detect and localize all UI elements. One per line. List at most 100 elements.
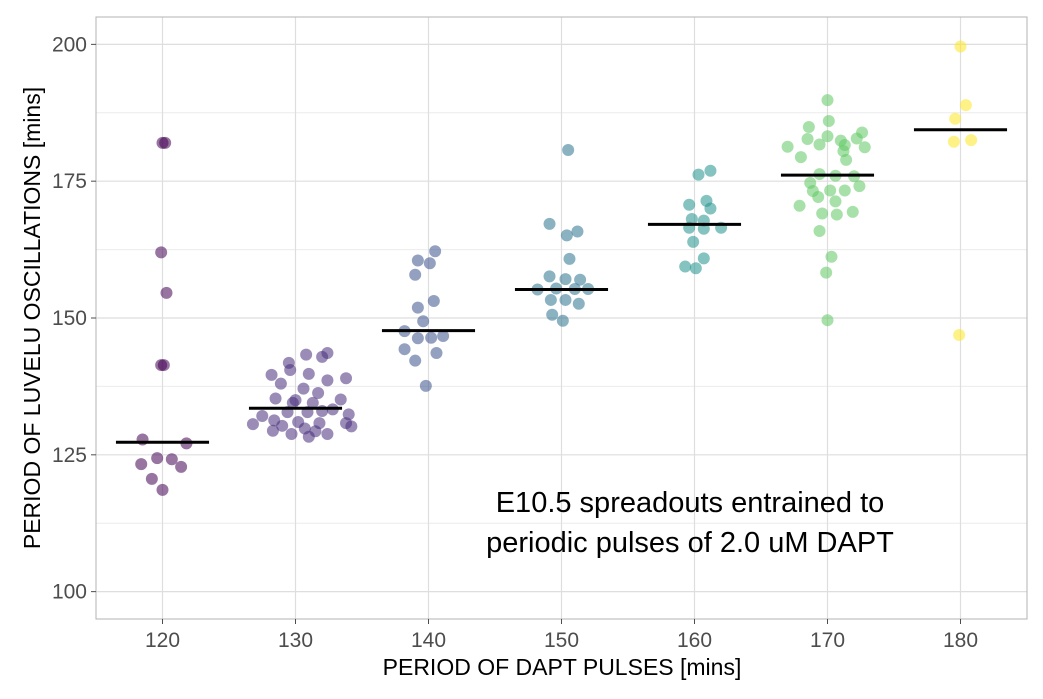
data-point — [689, 262, 702, 275]
x-tick-labels: 120 130 140 150 160 170 180 — [145, 619, 978, 652]
data-point — [850, 132, 863, 145]
data-point — [959, 99, 972, 112]
data-point — [276, 419, 289, 432]
data-point — [302, 430, 315, 443]
data-point — [801, 133, 814, 146]
data-point — [411, 301, 424, 314]
data-point — [151, 452, 164, 465]
data-point — [265, 368, 278, 381]
x-tick-label: 180 — [943, 629, 978, 652]
data-point — [427, 295, 440, 308]
data-point — [306, 396, 319, 409]
data-point — [135, 458, 148, 471]
data-point — [563, 252, 576, 265]
data-point — [429, 245, 442, 258]
data-point — [543, 217, 556, 230]
data-point — [692, 168, 705, 181]
data-point — [266, 424, 279, 437]
data-point — [411, 332, 424, 345]
data-point — [256, 409, 269, 422]
data-point — [813, 138, 826, 151]
data-point — [155, 246, 168, 259]
data-point — [165, 453, 178, 466]
data-point — [571, 225, 584, 238]
x-tick-label: 140 — [411, 629, 446, 652]
x-tick-label: 150 — [544, 629, 579, 652]
data-point — [813, 224, 826, 237]
data-point — [423, 257, 436, 270]
data-point — [340, 372, 353, 385]
data-point — [838, 184, 851, 197]
data-point — [793, 199, 806, 212]
data-point — [947, 135, 960, 148]
data-point — [285, 428, 298, 441]
data-point — [430, 347, 443, 360]
data-point — [274, 377, 287, 390]
data-point — [846, 205, 859, 218]
y-tick-label: 150 — [52, 307, 87, 330]
data-point — [160, 286, 173, 299]
data-point — [302, 367, 315, 380]
y-tick-label: 175 — [52, 170, 87, 193]
data-point — [953, 328, 966, 341]
data-point — [812, 191, 825, 204]
data-point — [543, 270, 556, 283]
data-point — [321, 428, 334, 441]
data-point — [794, 151, 807, 164]
data-point — [321, 374, 334, 387]
data-point — [954, 40, 967, 53]
x-tick-label: 120 — [145, 629, 180, 652]
data-point — [300, 348, 313, 361]
data-point — [821, 130, 834, 143]
data-point — [704, 164, 717, 177]
data-point — [574, 273, 587, 286]
data-point — [802, 121, 815, 134]
data-point — [572, 297, 585, 310]
data-point — [965, 134, 978, 147]
y-tick-label: 125 — [52, 444, 87, 467]
data-point — [321, 347, 334, 360]
data-point — [417, 315, 430, 328]
data-point — [687, 235, 700, 248]
data-point — [312, 386, 325, 399]
data-point — [830, 208, 843, 221]
data-point — [821, 94, 834, 107]
data-point — [297, 382, 310, 395]
data-point — [398, 343, 411, 356]
data-point — [556, 314, 569, 327]
data-point — [157, 359, 170, 372]
data-point — [559, 273, 572, 286]
data-point — [560, 229, 573, 242]
x-tick-label: 170 — [810, 629, 845, 652]
data-point — [820, 266, 833, 279]
data-point — [246, 418, 259, 431]
data-point — [853, 180, 866, 193]
data-point — [175, 460, 188, 473]
data-point — [781, 140, 794, 153]
data-point — [334, 393, 347, 406]
x-axis-title: PERIOD OF DAPT PULSES [mins] — [383, 654, 742, 680]
annotation-line-1: E10.5 spreadouts entrained to — [496, 487, 885, 519]
data-point — [562, 143, 575, 156]
annotation-line-2: periodic pulses of 2.0 uM DAPT — [486, 527, 894, 559]
data-point — [437, 330, 450, 343]
median-lines — [115, 128, 1008, 444]
data-point — [145, 472, 158, 485]
y-axis-title: PERIOD OF LUVELU OSCILLATIONS [mins] — [19, 87, 45, 549]
data-point — [821, 314, 834, 327]
data-point — [345, 420, 358, 433]
data-points — [135, 40, 978, 496]
data-point — [409, 354, 422, 367]
y-tick-label: 100 — [52, 581, 87, 604]
data-point — [816, 207, 829, 220]
data-point — [544, 293, 557, 306]
data-point — [704, 202, 717, 215]
data-point — [697, 252, 710, 265]
data-point — [409, 268, 422, 281]
data-point — [858, 141, 871, 154]
data-point — [559, 293, 572, 306]
data-point — [419, 379, 432, 392]
data-point — [949, 112, 962, 125]
data-point — [159, 136, 172, 149]
